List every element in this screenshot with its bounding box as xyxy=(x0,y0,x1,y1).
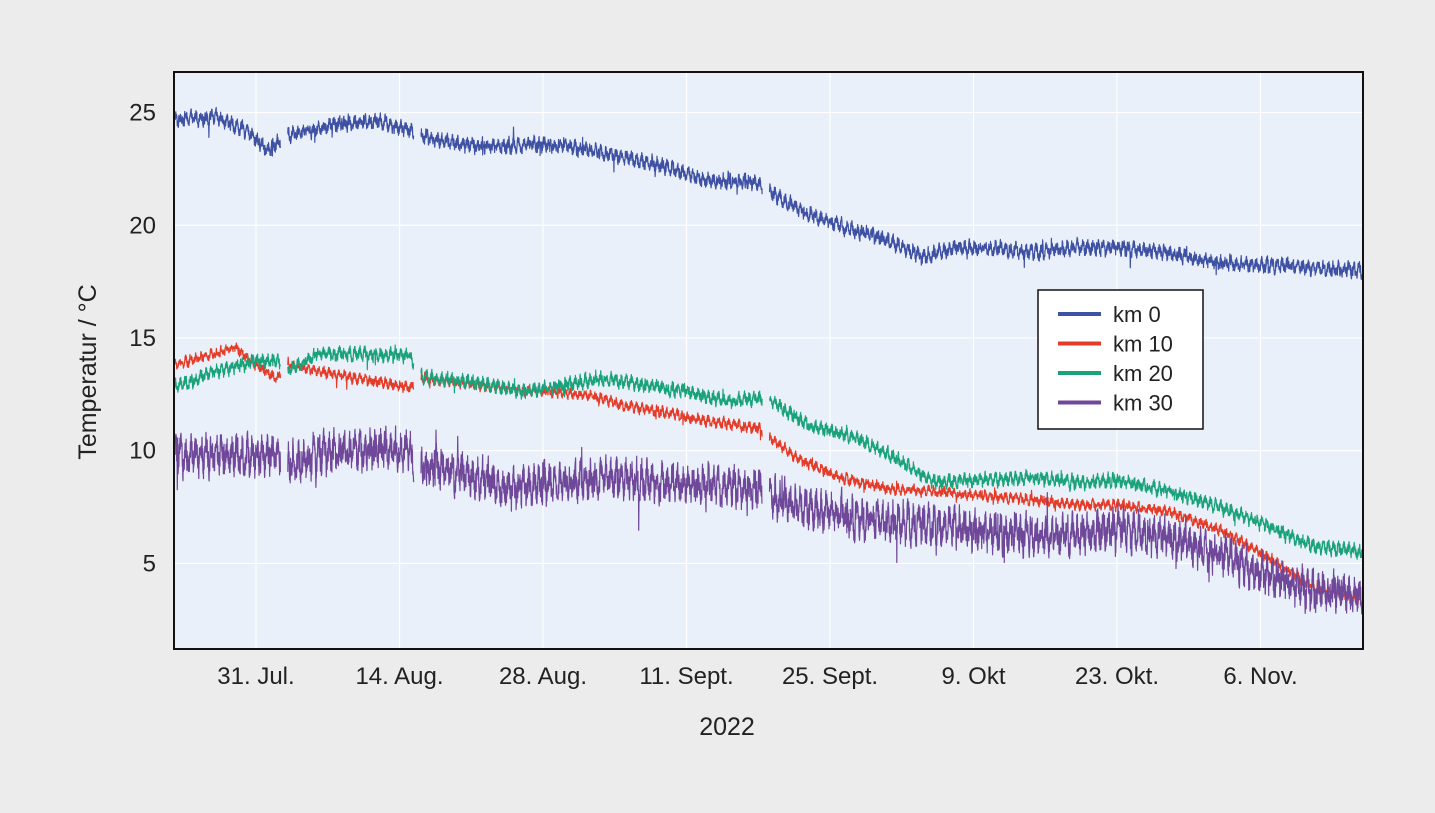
tick-labels: 5 10 15 20 25 31. Jul. 14. Aug. 28. Aug. 11. Sep… xyxy=(129,100,1297,690)
series-line-km-20 xyxy=(173,344,1364,560)
grid-lines xyxy=(174,72,1363,649)
series-line-km-10 xyxy=(173,342,1364,609)
x-tick-label: 23. Okt. xyxy=(1075,663,1159,690)
x-tick-label: 14. Aug. xyxy=(355,663,443,690)
plot-frame xyxy=(173,71,1364,650)
y-tick-label: 20 xyxy=(129,212,156,239)
y-tick-label: 25 xyxy=(129,100,156,127)
y-tick-label: 10 xyxy=(129,438,156,465)
x-tick-label: 11. Sept. xyxy=(639,663,733,690)
legend: km 0 km 10 km 20 km 30 xyxy=(1037,289,1204,430)
x-axis-label: 2022 xyxy=(699,713,755,741)
legend-label: km 30 xyxy=(1113,391,1173,416)
x-tick-label: 9. Okt xyxy=(941,663,1005,690)
legend-label: km 10 xyxy=(1113,332,1173,357)
y-tick-label: 15 xyxy=(129,325,156,352)
legend-label: km 0 xyxy=(1113,302,1161,327)
series-group xyxy=(173,106,1364,615)
x-tick-label: 6. Nov. xyxy=(1223,663,1297,690)
x-tick-label: 25. Sept. xyxy=(782,663,878,690)
series-line-km-0 xyxy=(173,106,1364,280)
legend-label: km 20 xyxy=(1113,361,1173,386)
y-axis-label: Temperatur / °C xyxy=(74,284,102,459)
y-tick-label: 5 xyxy=(143,550,156,577)
series-line-km-30 xyxy=(173,425,1364,615)
x-tick-label: 31. Jul. xyxy=(217,663,294,690)
x-tick-label: 28. Aug. xyxy=(499,663,587,690)
